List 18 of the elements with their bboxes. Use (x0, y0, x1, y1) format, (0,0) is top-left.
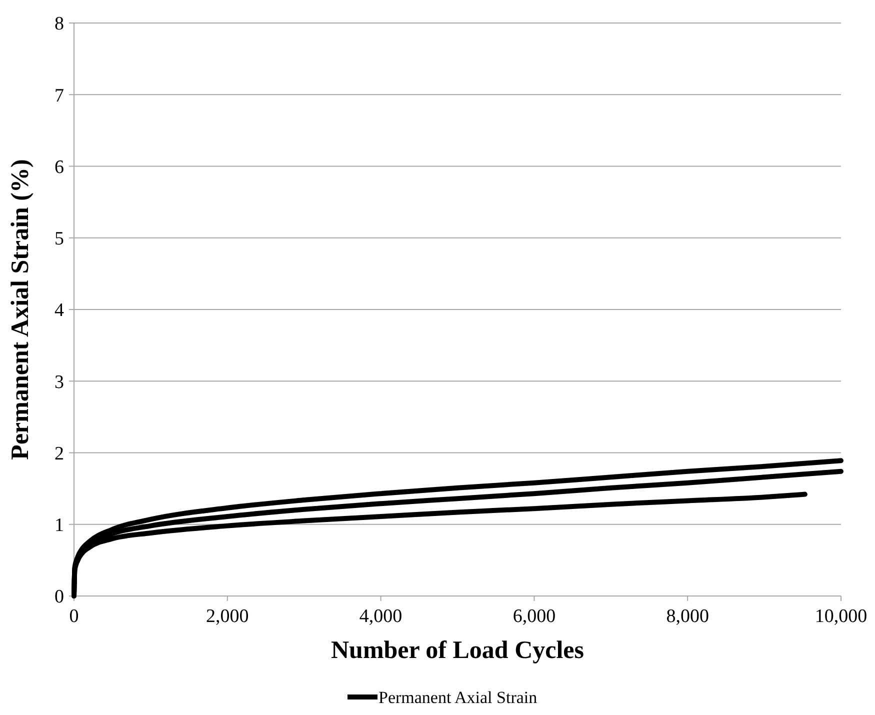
y-axis-title: Permanent Axial Strain (%) (7, 159, 34, 460)
y-tick-label: 3 (54, 372, 64, 393)
x-tick-label: 0 (69, 606, 79, 627)
x-tick-label: 2,000 (206, 606, 249, 627)
y-tick-label: 6 (54, 156, 64, 178)
y-tick-label: 7 (54, 85, 64, 106)
legend-label: Permanent Axial Strain (378, 688, 538, 707)
x-tick-label: 4,000 (359, 606, 402, 627)
y-tick-label: 2 (54, 443, 64, 464)
y-tick-label: 5 (54, 228, 64, 250)
y-tick-label: 8 (54, 14, 64, 35)
x-tick-label: 10,000 (814, 606, 868, 627)
x-tick-label: 6,000 (512, 606, 556, 627)
x-tick-label: 8,000 (666, 606, 709, 627)
y-tick-label: 1 (54, 515, 64, 536)
x-axis-title: Number of Load Cycles (330, 637, 584, 664)
y-tick-label: 4 (54, 300, 64, 322)
y-tick-label: 0 (54, 586, 64, 608)
